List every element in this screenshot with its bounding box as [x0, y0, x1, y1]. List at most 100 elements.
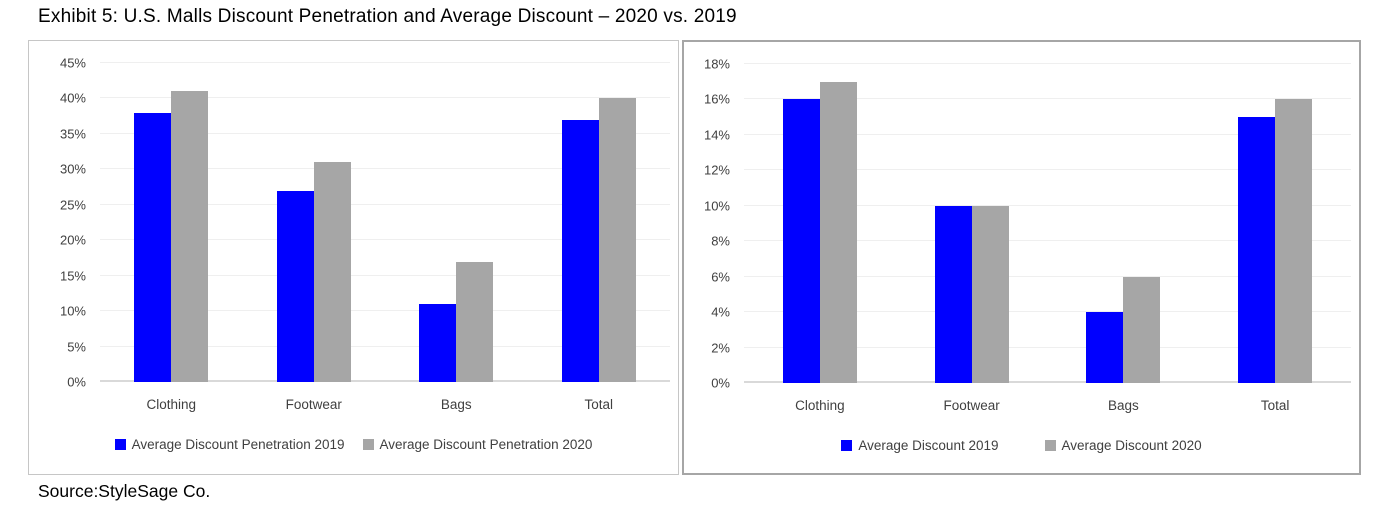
- bar-footwear-2020: [313, 162, 351, 382]
- gridline: [100, 62, 670, 63]
- y-tick-label: 45%: [59, 55, 86, 71]
- y-tick-label: 10%: [59, 303, 86, 319]
- category-label-footwear: Footwear: [285, 397, 342, 412]
- y-tick-label: 5%: [67, 339, 86, 355]
- y-tick-label: 40%: [59, 90, 86, 106]
- category-group-bags: [385, 63, 528, 382]
- legend-swatch-icon: [362, 439, 374, 450]
- category-group-total: [528, 63, 671, 382]
- category-labels: Clothing Footwear Bags Total: [100, 397, 670, 412]
- gridline: [744, 133, 1351, 135]
- legend-label: Average Discount Penetration 2019: [131, 437, 345, 452]
- gridline: [100, 274, 670, 276]
- gridline: [744, 240, 1351, 242]
- y-tick-label: 10%: [703, 198, 730, 214]
- bar-total-2019: [561, 119, 599, 382]
- x-axis-line: [100, 380, 670, 382]
- category-label-total: Total: [1260, 398, 1290, 413]
- category-label-clothing: Clothing: [795, 398, 845, 413]
- legend-label: Average Discount 2020: [1061, 438, 1202, 453]
- chart-panel-discount-penetration: 0% 5% 10% 15% 20% 25% 30% 35% 40% 45% Clothing Foot…: [28, 40, 679, 475]
- y-tick-label: 14%: [703, 127, 730, 143]
- gridline: [744, 346, 1351, 348]
- chart-legend: Average Discount 2019 Average Discount 20…: [684, 438, 1359, 453]
- y-tick-label: 25%: [59, 197, 86, 213]
- gridline: [744, 275, 1351, 277]
- bar-total-2020: [598, 98, 636, 382]
- legend-item: Average Discount 2019: [841, 438, 999, 453]
- gridline: [744, 204, 1351, 206]
- x-axis-line: [744, 381, 1351, 383]
- bar-total-2019: [1238, 117, 1276, 383]
- bar-clothing-2019: [782, 99, 820, 383]
- source-caption: Source:StyleSage Co.: [38, 481, 211, 501]
- gridline: [744, 311, 1351, 313]
- category-axis-spacer: [29, 397, 100, 412]
- legend-item: Average Discount Penetration 2020: [362, 437, 592, 452]
- category-label-bags: Bags: [1107, 398, 1139, 413]
- gridline: [100, 168, 670, 170]
- y-tick-label: 6%: [711, 269, 730, 285]
- bar-clothing-2020: [171, 91, 209, 382]
- category-label-footwear: Footwear: [943, 398, 1000, 413]
- gridline: [100, 203, 670, 205]
- y-tick-label: 35%: [59, 126, 86, 142]
- chart-panel-average-discount: 0% 2% 4% 6% 8% 10% 12% 14% 16% 18% Clothing Footwea…: [682, 40, 1361, 475]
- y-tick-label: 0%: [67, 374, 86, 390]
- y-tick-label: 16%: [703, 91, 730, 107]
- chart-plot-area: 0% 2% 4% 6% 8% 10% 12% 14% 16% 18%: [684, 58, 1359, 390]
- y-tick-label: 0%: [711, 375, 730, 391]
- bars-row: [100, 63, 670, 382]
- legend-swatch-icon: [841, 440, 853, 451]
- legend-item: Average Discount 2020: [1044, 438, 1202, 453]
- y-tick-label: 8%: [711, 233, 730, 249]
- chart-plot-area: 0% 5% 10% 15% 20% 25% 30% 35% 40% 45%: [29, 57, 678, 389]
- y-tick-label: 15%: [59, 268, 86, 284]
- category-group-total: [1199, 64, 1351, 383]
- gridline: [744, 63, 1351, 64]
- category-group-clothing: [100, 63, 243, 382]
- category-axis-spacer: [684, 398, 744, 413]
- gridline: [100, 97, 670, 99]
- category-label-bags: Bags: [440, 397, 472, 412]
- bar-clothing-2020: [819, 81, 857, 383]
- category-label-total: Total: [584, 397, 614, 412]
- bar-footwear-2020: [971, 205, 1009, 383]
- y-tick-label: 4%: [711, 304, 730, 320]
- gridline: [744, 169, 1351, 171]
- plot-region: [744, 63, 1351, 383]
- y-axis: 0% 2% 4% 6% 8% 10% 12% 14% 16% 18%: [684, 58, 744, 390]
- y-tick-label: 20%: [59, 232, 86, 248]
- legend-label: Average Discount 2019: [858, 438, 999, 453]
- category-group-clothing: [744, 64, 896, 383]
- bar-bags-2019: [1086, 312, 1124, 383]
- category-axis: Clothing Footwear Bags Total: [684, 383, 1359, 413]
- category-group-bags: [1048, 64, 1200, 383]
- legend-swatch-icon: [1044, 440, 1056, 451]
- y-tick-label: 12%: [703, 162, 730, 178]
- plot-region: [100, 62, 670, 382]
- bar-bags-2020: [1123, 276, 1161, 383]
- bar-bags-2020: [456, 261, 494, 382]
- y-axis: 0% 5% 10% 15% 20% 25% 30% 35% 40% 45%: [29, 57, 100, 389]
- category-axis: Clothing Footwear Bags Total: [29, 382, 678, 412]
- chart-legend: Average Discount Penetration 2019 Average…: [29, 437, 678, 452]
- bars-row: [744, 64, 1351, 383]
- bar-clothing-2019: [134, 112, 172, 382]
- y-tick-label: 2%: [711, 340, 730, 356]
- legend-swatch-icon: [114, 439, 126, 450]
- charts-container: 0% 5% 10% 15% 20% 25% 30% 35% 40% 45% Clothing Foot…: [28, 40, 1361, 475]
- category-label-clothing: Clothing: [146, 397, 197, 412]
- bar-bags-2019: [419, 304, 457, 382]
- category-group-footwear: [243, 63, 386, 382]
- gridline: [100, 239, 670, 241]
- bar-footwear-2019: [934, 205, 972, 383]
- legend-item: Average Discount Penetration 2019: [114, 437, 345, 452]
- category-group-footwear: [896, 64, 1048, 383]
- page-title: Exhibit 5: U.S. Malls Discount Penetrati…: [38, 6, 737, 27]
- gridline: [100, 345, 670, 347]
- category-labels: Clothing Footwear Bags Total: [744, 398, 1351, 413]
- gridline: [100, 132, 670, 134]
- gridline: [100, 310, 670, 312]
- gridline: [744, 98, 1351, 100]
